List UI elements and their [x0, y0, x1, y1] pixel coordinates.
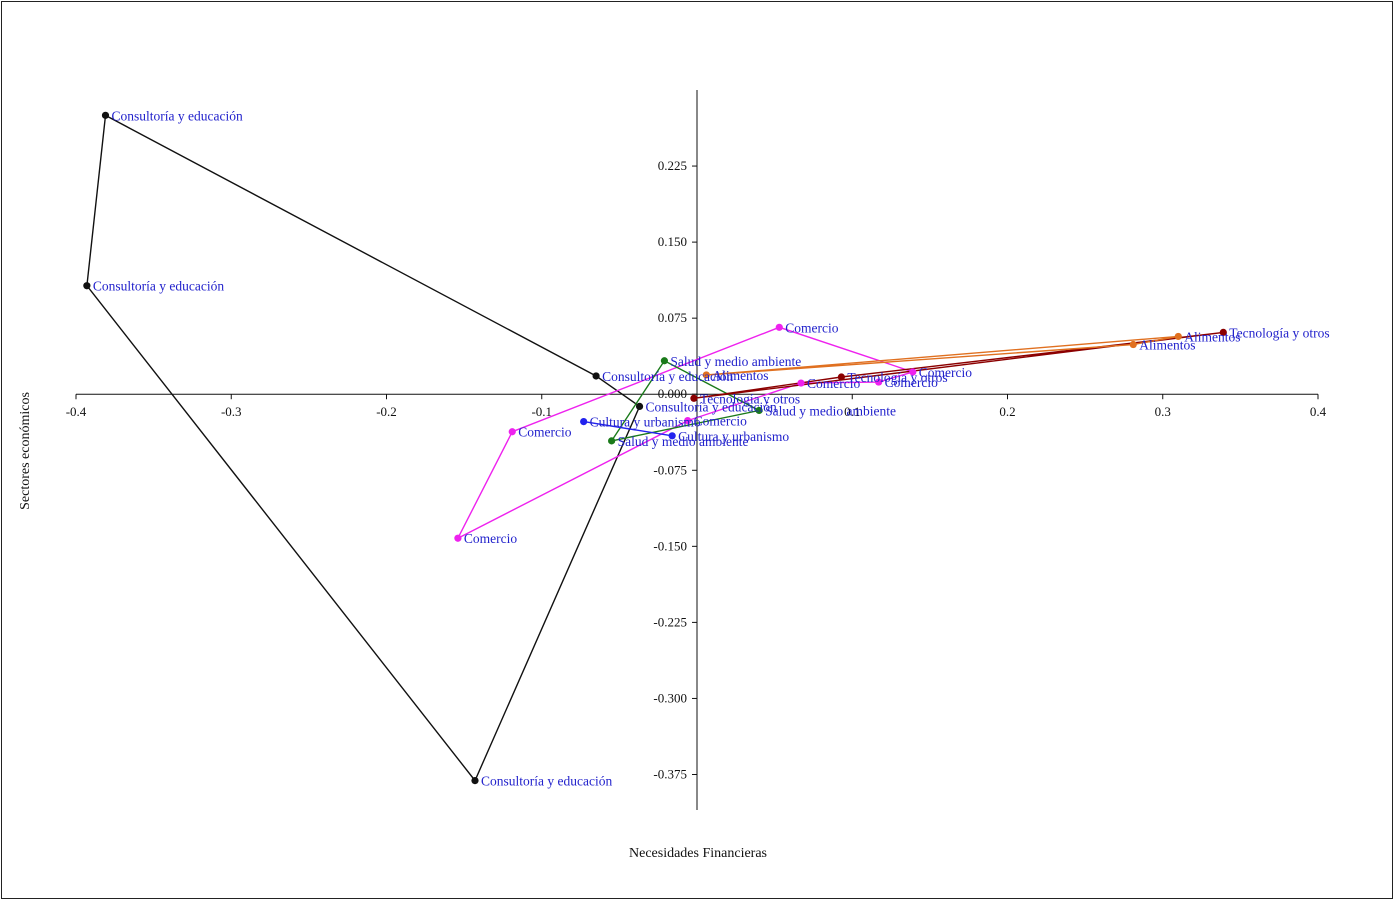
point-label: Consultoría y educación: [481, 774, 612, 789]
data-point: [608, 437, 616, 445]
data-point: [1174, 332, 1182, 341]
series-outline: [611, 359, 762, 442]
data-point: [471, 776, 479, 785]
point-label: Comercio: [694, 414, 747, 429]
data-point: [101, 111, 110, 119]
x-tick-label: -0.1: [531, 404, 552, 419]
y-tick-label: -0.300: [653, 690, 687, 705]
x-tick-label: 0.2: [999, 404, 1015, 419]
data-point: [875, 378, 883, 386]
data-point: [684, 416, 692, 425]
data-point: [755, 406, 763, 415]
axes: -0.4 -0.3 -0.2 -0.1 0.1 0.2 0.3 0.4 0.225 0.150 0.…: [66, 90, 1327, 810]
y-tick-label: -0.150: [653, 538, 687, 553]
data-points: [83, 111, 1227, 785]
y-tick-label: -0.375: [653, 767, 687, 782]
point-label: Salud y medio ambiente: [765, 403, 896, 418]
data-point: [660, 357, 668, 365]
point-label: Consultoría y educación: [646, 399, 777, 414]
series-outline: [693, 331, 1224, 399]
data-point: [690, 394, 698, 402]
y-axis-title: Sectores económicos: [18, 392, 33, 510]
data-point: [668, 432, 676, 440]
data-point: [702, 371, 710, 379]
data-point: [592, 372, 600, 380]
point-label: Comercio: [919, 365, 972, 380]
x-tick-label: -0.3: [221, 404, 242, 419]
data-point: [909, 368, 917, 376]
point-label: Alimentos: [712, 368, 768, 383]
data-point: [1219, 328, 1227, 336]
x-tick-label: -0.4: [66, 404, 87, 419]
point-label: Comercio: [785, 320, 838, 335]
point-label: Comercio: [807, 376, 860, 391]
point-labels: Consultoría y educación Consultoría y edu…: [93, 108, 1330, 788]
point-label: Consultoría y educación: [111, 108, 242, 123]
y-tick-label: -0.225: [653, 614, 687, 629]
point-label: Salud y medio ambiente: [618, 434, 749, 449]
x-axis-title: Necesidades Financieras: [629, 846, 767, 861]
data-point: [1129, 340, 1137, 349]
point-label: Tecnología y otros: [847, 370, 947, 385]
x-tick-label: 0.4: [1310, 404, 1327, 419]
series-outline: [457, 326, 916, 539]
x-tick-label: 0.3: [1155, 404, 1171, 419]
series-outline: [706, 335, 1179, 376]
point-label: Tecnología y otros: [700, 391, 800, 406]
y-tick-label: 0.150: [658, 234, 687, 249]
point-label: Cultura y urbanismo: [678, 429, 789, 444]
x-tick-label: -0.2: [376, 404, 397, 419]
point-label: Alimentos: [1184, 329, 1240, 344]
point-label: Tecnología y otros: [1229, 325, 1329, 340]
y-tick-label: 0.000: [658, 386, 687, 401]
data-point: [775, 323, 783, 331]
series-outline: [86, 114, 641, 782]
point-label: Salud y medio ambiente: [670, 354, 801, 369]
point-label: Consultoría y educación: [602, 369, 733, 384]
point-label: Consultoría y educación: [93, 279, 224, 294]
y-tick-label: 0.075: [658, 310, 687, 325]
data-point: [580, 418, 588, 426]
point-label: Comercio: [885, 375, 938, 390]
data-point: [635, 402, 644, 410]
data-point: [454, 534, 462, 542]
y-tick-label: 0.225: [658, 158, 687, 173]
point-label: Cultura y urbanismo: [590, 415, 701, 430]
data-point: [508, 428, 516, 436]
point-label: Alimentos: [1139, 338, 1195, 353]
data-point: [837, 373, 845, 381]
data-point: [797, 379, 805, 387]
series-polylines: [86, 114, 1224, 782]
data-point: [83, 282, 91, 290]
y-tick-label: -0.075: [653, 462, 687, 477]
point-label: Comercio: [464, 531, 517, 546]
x-tick-label: 0.1: [844, 404, 860, 419]
point-label: Comercio: [518, 425, 571, 440]
